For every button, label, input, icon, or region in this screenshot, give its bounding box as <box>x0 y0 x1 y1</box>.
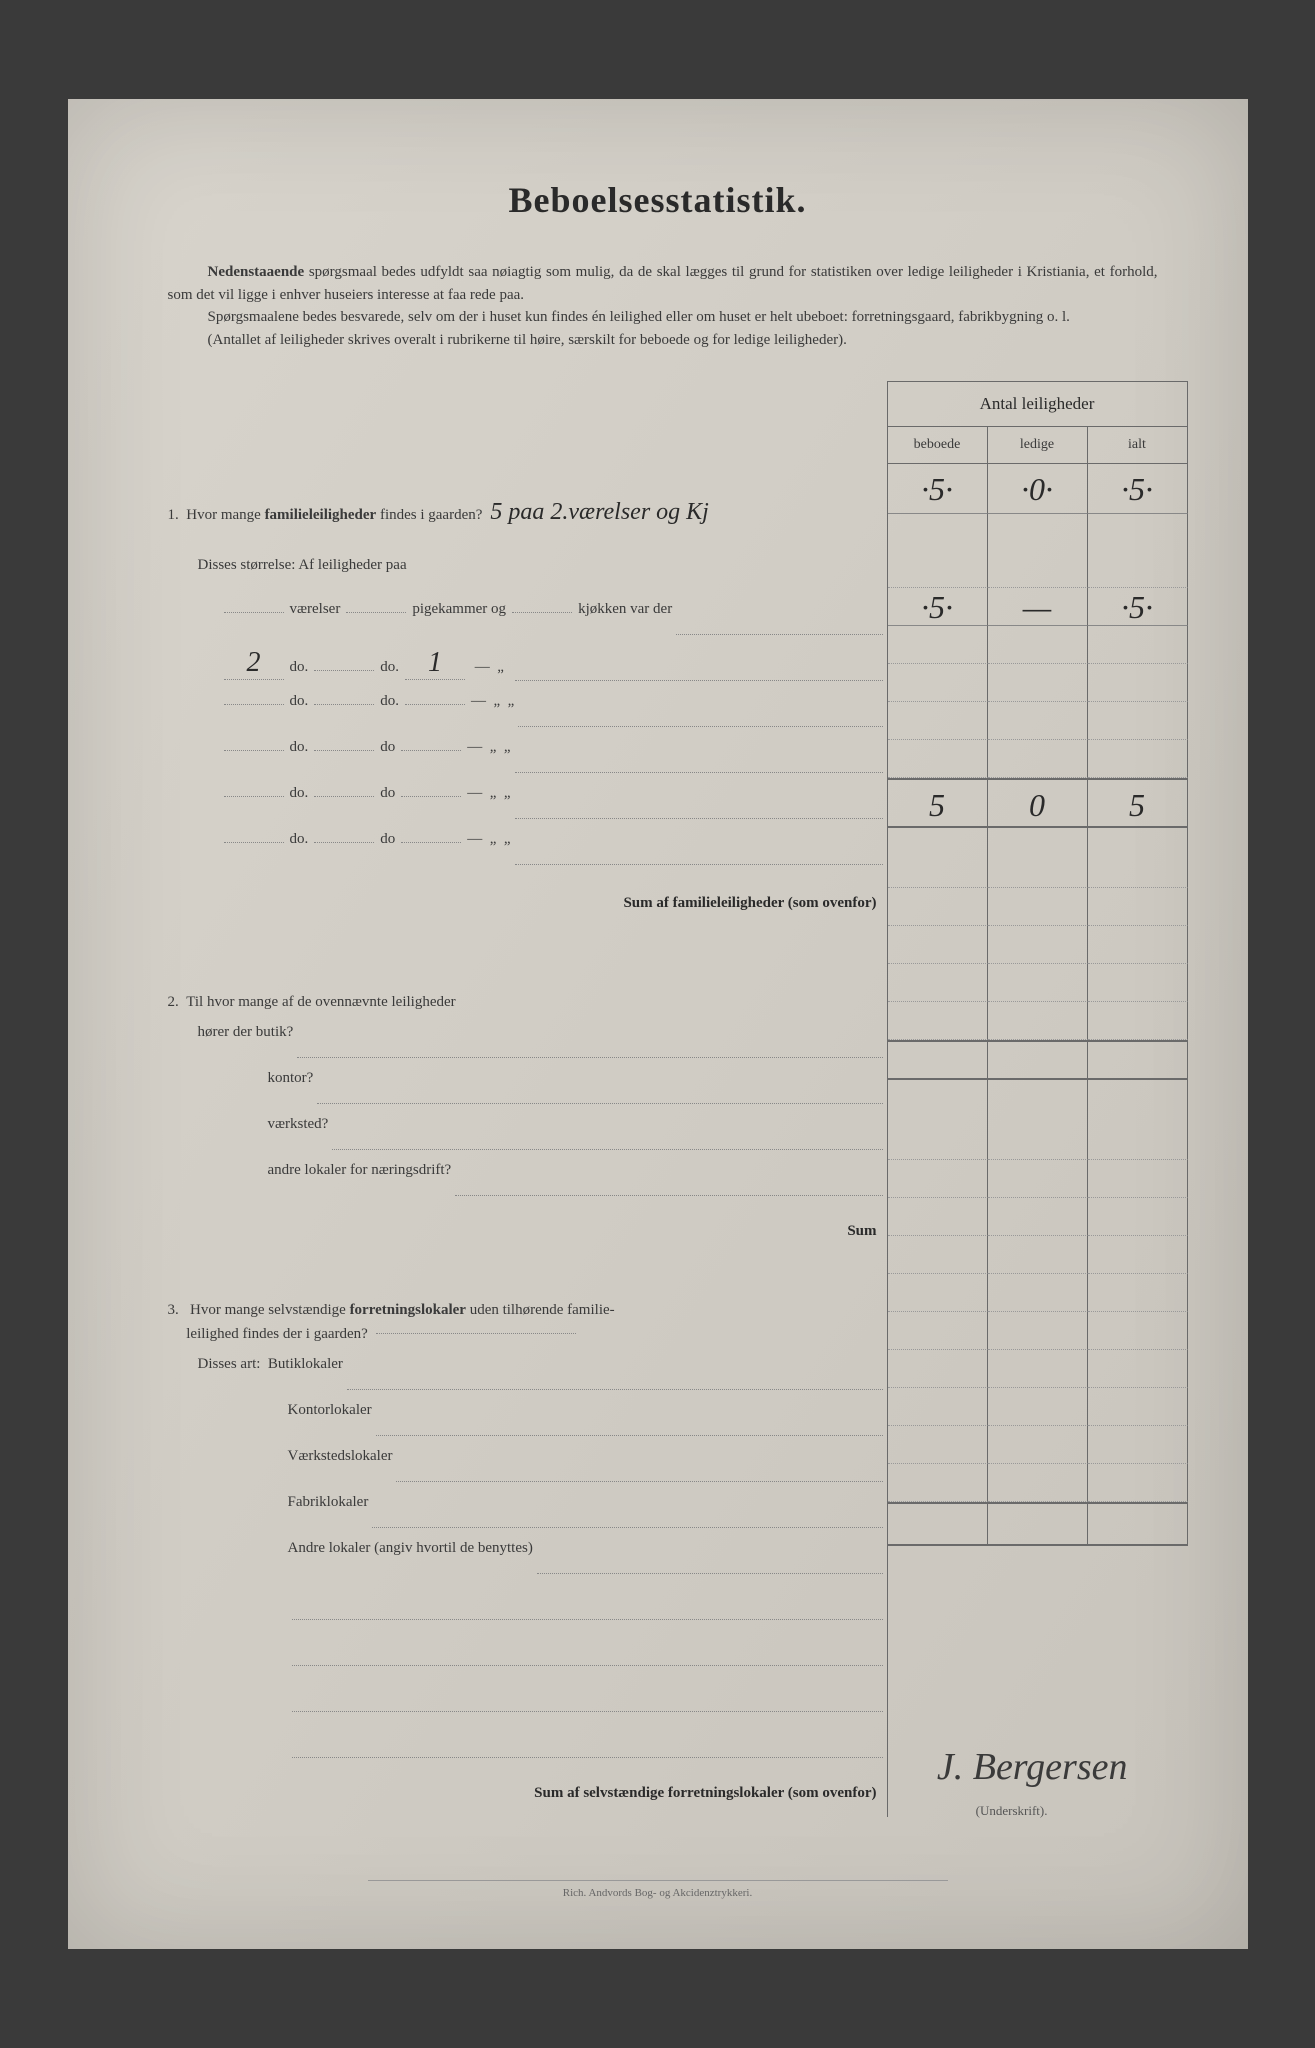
q1: 1. Hvor mange familieleiligheder findes … <box>168 499 887 549</box>
table-row <box>888 702 1188 740</box>
col-ledige: ledige <box>988 427 1088 464</box>
table-row: ·5· ·0· ·5· <box>888 464 1188 514</box>
col-ialt: ialt <box>1088 427 1188 464</box>
q1-sum-label: Sum af familieleiligheder (som ovenfor) <box>128 877 887 960</box>
table-row <box>888 550 1188 588</box>
signature: J. Bergersen <box>937 1745 1128 1789</box>
q3-sum-label: Sum af selvstændige forretningslokaler (… <box>128 1770 887 1817</box>
q1-handwritten: 5 paa 2.værelser og Kj <box>490 499 708 526</box>
table-subheader: beboede ledige ialt <box>888 427 1188 464</box>
main-content: 1. Hvor mange familieleiligheder findes … <box>128 381 1188 1817</box>
table-header: Antal leiligheder <box>888 382 1188 427</box>
table-row-sum: 5 0 5 <box>888 778 1188 828</box>
table-row <box>888 664 1188 702</box>
q3: 3. Hvor mange selvstændige forretningslo… <box>168 1298 887 1346</box>
table-row: ·5· — ·5· <box>888 588 1188 626</box>
hand-2: 2 <box>224 647 284 680</box>
table-row <box>888 740 1188 778</box>
q2-sum-label: Sum <box>128 1208 887 1278</box>
page-title: Beboelsesstatistik. <box>128 179 1188 221</box>
count-table: Antal leiligheder beboede ledige ialt ·5… <box>887 381 1188 1817</box>
questions-column: 1. Hvor mange familieleiligheder findes … <box>128 381 887 1817</box>
intro-text: Nedenstaaende Nedenstaaende spørgsmaal b… <box>168 261 1158 351</box>
footer-text: Rich. Andvords Bog- og Akcidenztrykkeri. <box>368 1880 948 1899</box>
hand-1: 1 <box>405 647 465 680</box>
table-row <box>888 626 1188 664</box>
document-page: Beboelsesstatistik. Nedenstaaende Nedens… <box>68 99 1248 1949</box>
col-beboede: beboede <box>888 427 988 464</box>
q2: 2. Til hvor mange af de ovennævnte leili… <box>168 990 887 1014</box>
signature-label: (Underskrift). <box>976 1803 1048 1819</box>
